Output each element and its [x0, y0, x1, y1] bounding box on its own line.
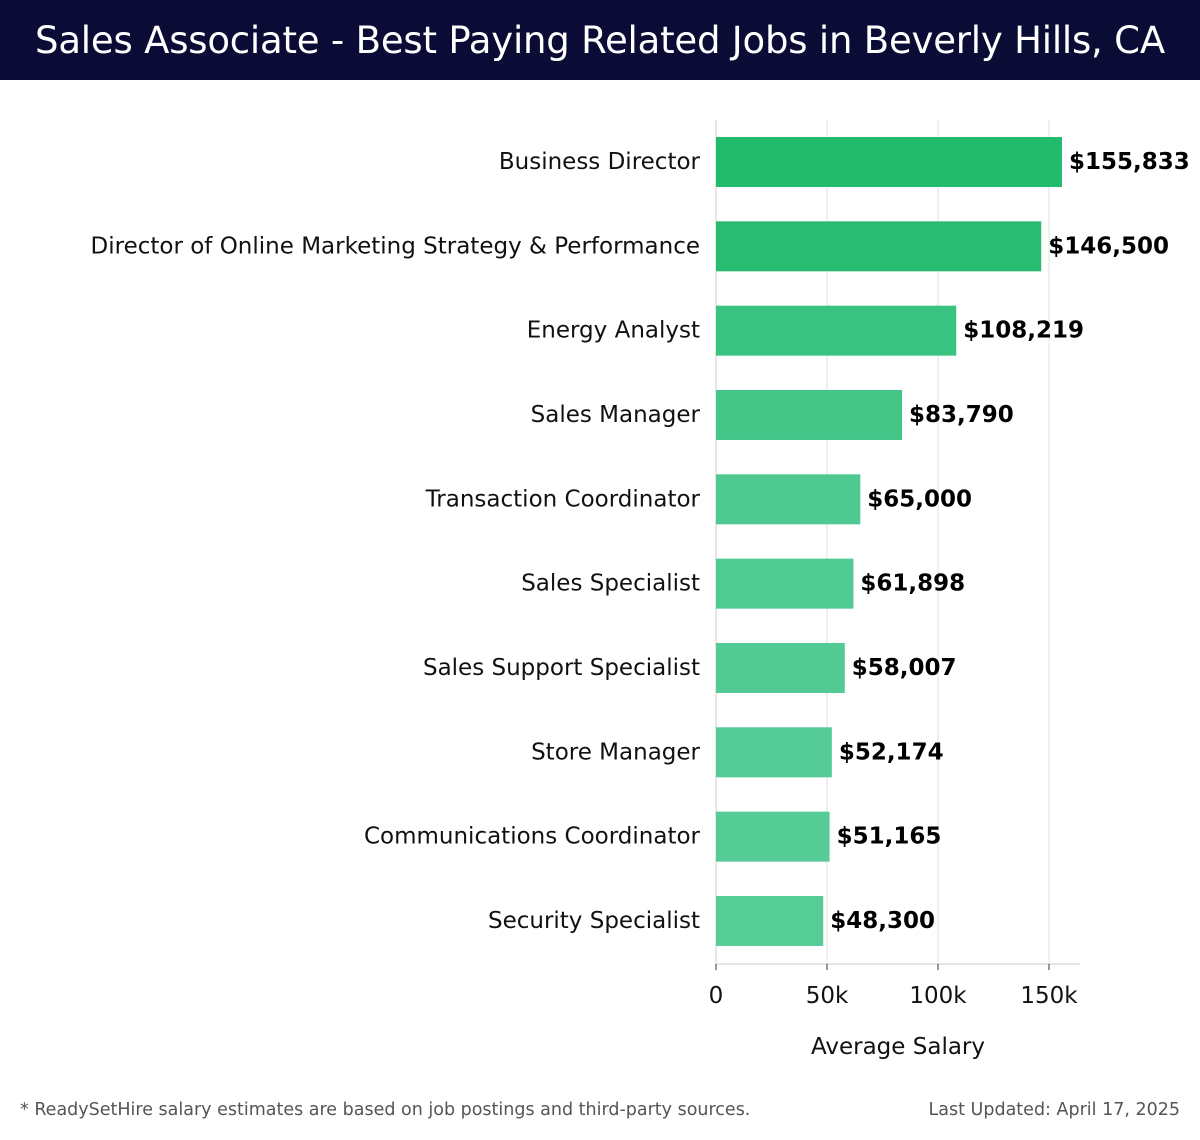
x-tick-label: 50k — [806, 983, 849, 1009]
bar — [716, 642, 845, 693]
bar — [716, 305, 957, 356]
category-label: Store Manager — [531, 739, 700, 765]
category-label: Energy Analyst — [527, 318, 700, 344]
category-label: Transaction Coordinator — [425, 486, 701, 512]
category-label: Director of Online Marketing Strategy & … — [91, 233, 700, 259]
x-axis-title: Average Salary — [811, 1034, 985, 1060]
category-label: Communications Coordinator — [364, 824, 701, 850]
category-label: Sales Manager — [531, 402, 701, 428]
value-label: $108,219 — [963, 318, 1084, 344]
value-label: $61,898 — [860, 571, 965, 597]
bar — [716, 727, 832, 778]
bar — [716, 474, 861, 525]
x-tick-label: 150k — [1020, 983, 1078, 1009]
value-label: $51,165 — [837, 824, 942, 850]
category-label: Security Specialist — [488, 908, 700, 934]
bar — [716, 558, 854, 609]
value-label: $155,833 — [1069, 149, 1190, 175]
footer-disclaimer: * ReadySetHire salary estimates are base… — [20, 1100, 751, 1120]
footer-last-updated: Last Updated: April 17, 2025 — [928, 1100, 1180, 1120]
bar — [716, 221, 1042, 272]
x-tick-label: 0 — [709, 983, 724, 1009]
bar — [716, 389, 903, 440]
x-tick-label: 100k — [909, 983, 967, 1009]
bar — [716, 137, 1062, 187]
category-label: Sales Specialist — [521, 571, 700, 597]
bar — [716, 895, 824, 946]
chart-title: Sales Associate - Best Paying Related Jo… — [35, 18, 1165, 62]
category-label: Business Director — [499, 149, 701, 175]
title-banner: Sales Associate - Best Paying Related Jo… — [0, 0, 1200, 80]
value-label: $48,300 — [830, 908, 935, 934]
bar — [716, 811, 830, 862]
value-label: $83,790 — [909, 402, 1014, 428]
value-label: $65,000 — [867, 486, 972, 512]
category-label: Sales Support Specialist — [423, 655, 700, 681]
value-label: $58,007 — [852, 655, 957, 681]
value-label: $52,174 — [839, 739, 944, 765]
value-label: $146,500 — [1048, 233, 1169, 259]
